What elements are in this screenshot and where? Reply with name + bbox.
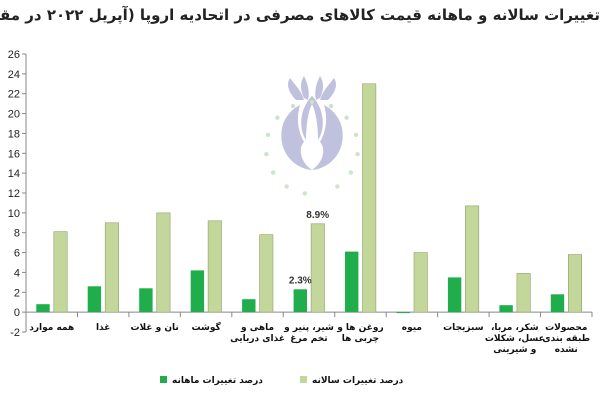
bar-monthly bbox=[36, 304, 50, 313]
x-category-label: نان و غلات bbox=[130, 323, 178, 333]
y-tick-label: 26 bbox=[8, 49, 20, 61]
y-tick-label: 18 bbox=[8, 128, 20, 140]
bar-yearly bbox=[362, 83, 377, 313]
bar-yearly bbox=[53, 231, 68, 313]
bar-yearly bbox=[259, 234, 274, 313]
watermark-star bbox=[275, 115, 280, 120]
data-label: 2.3% bbox=[289, 275, 312, 286]
watermark-star bbox=[344, 115, 349, 120]
x-category-label: غذا bbox=[96, 323, 110, 333]
bar-monthly bbox=[293, 289, 307, 313]
watermark-star bbox=[353, 132, 359, 137]
bars bbox=[36, 83, 582, 314]
bar-yearly bbox=[156, 212, 171, 313]
x-category-label: روغن ها و چربی ها bbox=[336, 323, 384, 344]
bar-yearly bbox=[465, 205, 480, 313]
y-tick-label: 2 bbox=[14, 287, 20, 299]
chart-title: تغییرات سالانه و ماهانه قیمت کالاهای مصر… bbox=[0, 6, 600, 24]
y-tick-label: 6 bbox=[14, 248, 20, 260]
x-category-label: میوه bbox=[402, 323, 422, 333]
bar-monthly bbox=[499, 305, 513, 313]
watermark-emblem bbox=[264, 76, 360, 196]
y-tick-label: 10 bbox=[8, 208, 20, 220]
legend-swatch-yearly bbox=[300, 376, 307, 383]
y-tick-label: -2 bbox=[10, 327, 20, 339]
bar-monthly bbox=[242, 299, 256, 313]
y-tick-label: 14 bbox=[8, 168, 20, 180]
bar-monthly bbox=[550, 294, 565, 313]
watermark-star bbox=[348, 170, 354, 175]
bar-yearly bbox=[567, 254, 582, 313]
watermark-star bbox=[309, 99, 315, 105]
legend-label-yearly: درصد تغییرات سالانه bbox=[312, 376, 404, 386]
watermark-star bbox=[265, 132, 271, 137]
y-tick-label: 22 bbox=[8, 89, 20, 101]
x-category-label: محصولات طبقه بندی نشده bbox=[542, 323, 590, 355]
y-tick-label: 16 bbox=[8, 148, 20, 160]
bar-monthly bbox=[87, 286, 102, 313]
bar-yearly bbox=[310, 223, 325, 313]
x-category-label: شیر، پنیر و تخم مرغ bbox=[283, 323, 334, 344]
watermark-star bbox=[335, 184, 340, 189]
watermark-star bbox=[290, 103, 296, 109]
bar-monthly bbox=[139, 288, 153, 313]
bar-yearly bbox=[413, 252, 428, 313]
watermark-star bbox=[328, 103, 334, 109]
watermark-star bbox=[284, 184, 289, 189]
data-label: 8.9% bbox=[306, 210, 329, 221]
x-category-label: گوشت bbox=[191, 321, 221, 333]
x-category-label: شکر، مربا، عسل، شکلات و شیرینی bbox=[485, 323, 545, 355]
bar-yearly bbox=[207, 220, 222, 313]
bar-yearly bbox=[516, 273, 531, 313]
x-category-label: سبزیجات bbox=[443, 323, 484, 333]
y-tick-label: 20 bbox=[8, 109, 20, 121]
bar-monthly bbox=[396, 312, 410, 314]
y-tick-label: 12 bbox=[8, 188, 20, 200]
y-tick-label: 8 bbox=[14, 228, 20, 240]
bar-monthly bbox=[190, 270, 205, 313]
watermark-star bbox=[355, 152, 360, 157]
legend: درصد تغییرات ماهانه درصد تغییرات سالانه bbox=[160, 376, 404, 386]
bar-monthly bbox=[345, 251, 359, 313]
x-category-label: ماهی و غذای دریایی bbox=[230, 323, 285, 344]
y-tick-label: 4 bbox=[14, 267, 20, 279]
watermark-star bbox=[264, 152, 269, 157]
bar-monthly bbox=[447, 277, 462, 313]
y-tick-label: 24 bbox=[8, 69, 20, 81]
legend-swatch-monthly bbox=[160, 376, 167, 383]
watermark-star bbox=[302, 191, 307, 196]
labels: همه موارد غذا نان و غلات گوشت ماهی و غذای دری… bbox=[29, 210, 590, 355]
bar-yearly bbox=[104, 222, 119, 313]
legend-label-monthly: درصد تغییرات ماهانه bbox=[172, 376, 263, 386]
y-tick-label: 0 bbox=[14, 307, 20, 319]
x-category-label: همه موارد bbox=[29, 323, 74, 333]
watermark-star bbox=[270, 170, 276, 175]
